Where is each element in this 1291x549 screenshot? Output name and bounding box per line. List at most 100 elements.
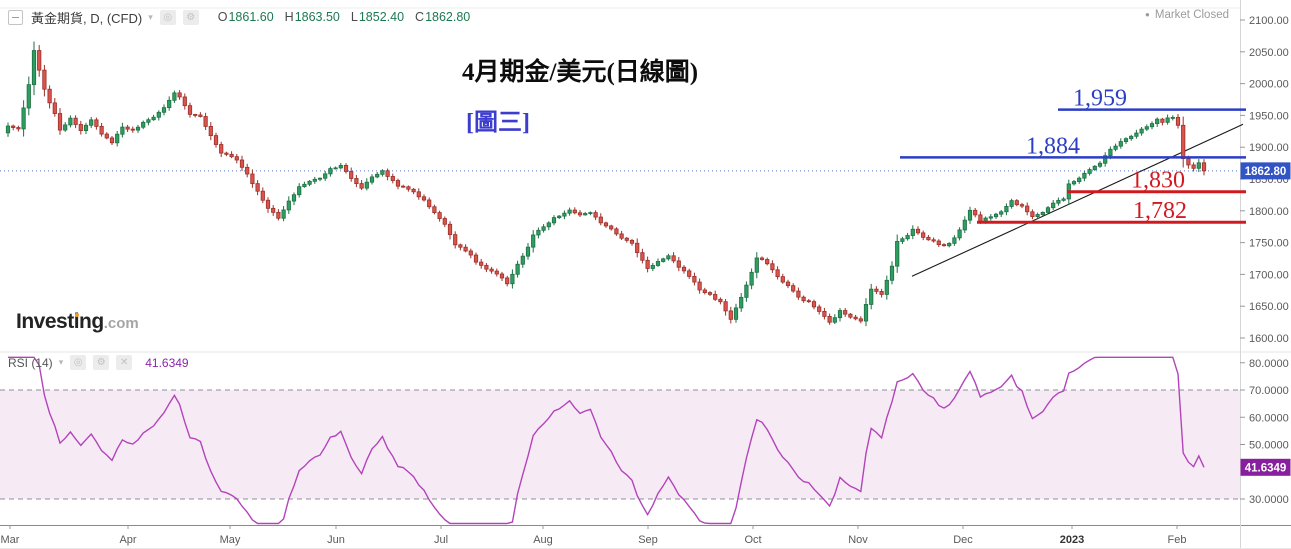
candle-body — [1061, 198, 1066, 201]
candle-body — [1082, 172, 1087, 179]
candle-body — [177, 92, 182, 98]
candle-body — [562, 212, 567, 217]
candle-body — [1129, 135, 1134, 140]
candle-body — [135, 126, 141, 131]
candle-body — [265, 199, 271, 209]
candle-body — [931, 239, 936, 242]
candle-body — [16, 127, 21, 130]
level-label: 1,959 — [1073, 86, 1127, 112]
candle-body — [1051, 202, 1056, 209]
candle-body — [1004, 206, 1009, 213]
collapse-pane-icon[interactable] — [8, 9, 23, 25]
candle-body — [1144, 126, 1149, 130]
candle-body — [993, 213, 999, 218]
price-tick-label: 1600.00 — [1249, 333, 1289, 345]
candle-body — [1191, 164, 1196, 169]
candle-body — [713, 293, 718, 300]
visibility-eye-icon[interactable]: ◎ — [70, 355, 87, 370]
candle-body — [765, 259, 770, 265]
candlestick-series[interactable] — [5, 41, 1207, 327]
candle-body — [863, 304, 869, 322]
candle-body — [307, 180, 312, 185]
candle-body — [198, 114, 203, 117]
level-lines[interactable]: 1,959 1,884 1,830 1,782 — [900, 86, 1246, 225]
candle-body — [406, 186, 411, 190]
candle-body — [167, 99, 172, 109]
visibility-eye-icon[interactable]: ◎ — [159, 9, 176, 25]
chevron-down-icon[interactable]: ▾ — [58, 357, 64, 367]
price-tick-label: 1800.00 — [1249, 206, 1289, 218]
rsi-line[interactable] — [8, 356, 1205, 525]
candle-body — [52, 102, 57, 114]
candle-body — [276, 211, 281, 219]
candle-body — [1123, 138, 1129, 142]
candle-body — [681, 266, 687, 272]
rsi-tick-label: 70.0000 — [1249, 385, 1289, 397]
candle-body — [125, 126, 130, 130]
candle-body — [780, 276, 785, 283]
rsi-indicator-title[interactable]: RSI (14) — [8, 355, 53, 370]
month-label: Sep — [638, 534, 658, 546]
candle-body — [57, 113, 63, 131]
settings-gear-icon[interactable]: ⚙ — [182, 9, 199, 25]
candle-body — [837, 310, 843, 319]
rsi-axis[interactable]: 80.0000 70.0000 60.0000 50.0000 30.0000 — [1240, 358, 1289, 506]
candle-body — [1108, 148, 1113, 157]
price-tick-label: 1900.00 — [1249, 142, 1289, 154]
candle-body — [1056, 199, 1061, 204]
price-tick-label: 2000.00 — [1249, 79, 1289, 91]
logo-orange-dot — [75, 313, 79, 317]
candle-body — [853, 316, 858, 320]
candle-body — [115, 133, 120, 144]
candle-body — [619, 233, 624, 239]
candle-body — [749, 271, 754, 286]
close-icon[interactable]: ✕ — [116, 355, 133, 370]
candle-body — [349, 171, 354, 179]
candle-body — [551, 217, 557, 224]
chevron-down-icon[interactable]: ▾ — [148, 11, 153, 22]
candle-body — [37, 50, 42, 71]
settings-gear-icon[interactable]: ⚙ — [93, 355, 110, 370]
candle-body — [489, 268, 494, 272]
candle-body — [629, 239, 635, 244]
candle-body — [499, 273, 505, 279]
candle-body — [973, 209, 978, 216]
candle-body — [1040, 212, 1045, 215]
candle-body — [109, 137, 115, 144]
candle-body — [187, 105, 193, 115]
candle-body — [411, 188, 416, 193]
month-label: Feb — [1168, 534, 1187, 546]
candle-body — [785, 281, 791, 287]
candle-body — [759, 257, 765, 260]
candle-body — [1160, 118, 1165, 123]
candle-body — [161, 107, 167, 113]
candle-body — [1175, 116, 1181, 126]
candle-body — [936, 240, 941, 245]
rsi-current-value: 41.6349 — [145, 355, 189, 370]
candle-body — [999, 211, 1004, 215]
candle-body — [47, 88, 52, 104]
candle-body — [83, 124, 89, 132]
candle-body — [988, 216, 993, 219]
candle-body — [598, 216, 603, 224]
candle-body — [427, 199, 432, 208]
candle-body — [1149, 123, 1155, 128]
candle-body — [739, 296, 744, 309]
candle-body — [338, 165, 343, 169]
candle-body — [317, 177, 323, 180]
logo-suffix-text: .com — [103, 315, 139, 332]
symbol-title[interactable]: 黃金期貨, D, (CFD) — [31, 10, 143, 26]
candle-body — [754, 257, 759, 273]
ascending-trendline[interactable] — [911, 123, 1244, 277]
candle-body — [536, 229, 541, 236]
candle-body — [962, 219, 967, 231]
candle-body — [832, 317, 837, 323]
candle-body — [395, 180, 401, 187]
rsi-tick-label: 30.0000 — [1249, 494, 1289, 506]
time-axis[interactable]: Mar Apr May Jun Jul Aug Sep Oct Nov Dec 2023 Feb — [1, 525, 1187, 546]
investing-logo[interactable]: Investing .com — [16, 310, 139, 334]
candle-body — [323, 173, 328, 179]
candle-body — [910, 228, 915, 236]
